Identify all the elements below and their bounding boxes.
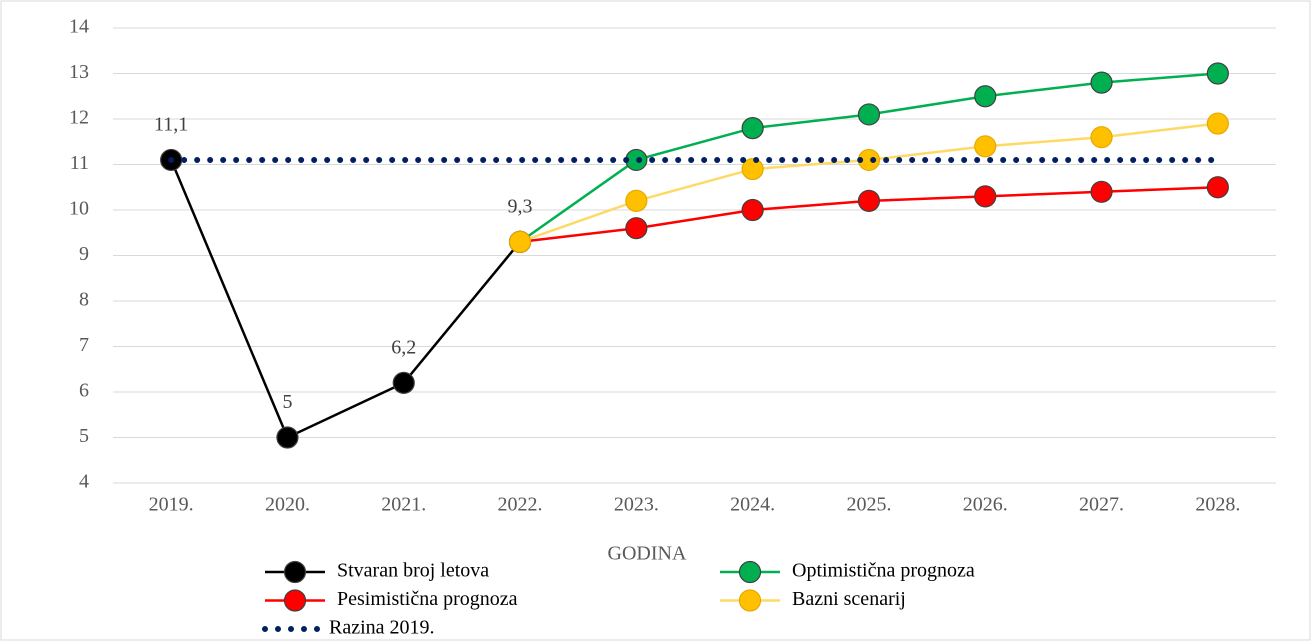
x-tick-label: 2022. — [498, 494, 543, 516]
series-marker — [392, 371, 415, 394]
legend-label: Razina 2019. — [329, 617, 435, 639]
y-tick-label: 10 — [69, 198, 89, 220]
x-tick-label: 2025. — [846, 494, 891, 516]
y-tick-label: 5 — [79, 425, 89, 447]
x-tick-label: 2026. — [963, 494, 1008, 516]
x-tick-label: 2021. — [381, 494, 426, 516]
legend-marker — [283, 560, 307, 584]
series-marker — [625, 189, 648, 212]
legend-marker — [283, 589, 307, 612]
series-marker — [741, 117, 764, 140]
x-tick-label: 2020. — [265, 494, 310, 516]
series-marker — [741, 198, 764, 222]
x-tick-label: 2019. — [149, 494, 194, 516]
series-marker — [974, 85, 997, 108]
y-tick-label: 8 — [79, 289, 89, 311]
x-tick-label: 2024. — [730, 494, 775, 516]
series-marker — [1206, 176, 1229, 199]
data-label: 9,3 — [508, 195, 533, 217]
series-line — [169, 159, 522, 440]
y-tick-label: 12 — [69, 107, 89, 129]
series-marker — [276, 426, 299, 449]
legend-label: Optimistična prognoza — [792, 560, 975, 582]
series-marker — [857, 189, 881, 212]
y-tick-label: 7 — [79, 334, 89, 356]
series-marker — [1090, 126, 1113, 149]
y-tick-label: 9 — [79, 243, 89, 265]
legend-label: Pesimistična prognoza — [337, 588, 518, 610]
y-tick-label: 13 — [69, 61, 89, 83]
series-marker — [1090, 180, 1113, 203]
legend-label: Bazni scenarij — [792, 588, 906, 610]
y-tick-label: 11 — [70, 152, 89, 174]
y-tick-label: 4 — [79, 471, 89, 493]
series-marker — [857, 103, 881, 126]
y-tick-label: 14 — [69, 16, 89, 38]
x-tick-label: 2023. — [614, 494, 659, 516]
legend-marker — [738, 560, 762, 584]
data-label: 6,2 — [391, 336, 416, 358]
data-label: 11,1 — [154, 114, 188, 136]
series-marker — [1090, 71, 1113, 94]
series-marker — [625, 217, 648, 240]
x-tick-label: 2027. — [1079, 494, 1124, 516]
legend-label: Stvaran broj letova — [337, 560, 489, 582]
x-axis-label: GODINA — [608, 543, 687, 565]
data-label: 5 — [282, 391, 292, 413]
series-marker — [974, 185, 997, 208]
series-marker — [974, 135, 997, 158]
legend-marker — [738, 589, 762, 612]
series-marker — [1206, 62, 1229, 85]
y-tick-label: 6 — [79, 380, 89, 402]
series-marker — [508, 230, 532, 253]
series-marker — [741, 157, 764, 181]
series-marker — [1206, 112, 1229, 135]
x-tick-label: 2028. — [1195, 494, 1240, 516]
